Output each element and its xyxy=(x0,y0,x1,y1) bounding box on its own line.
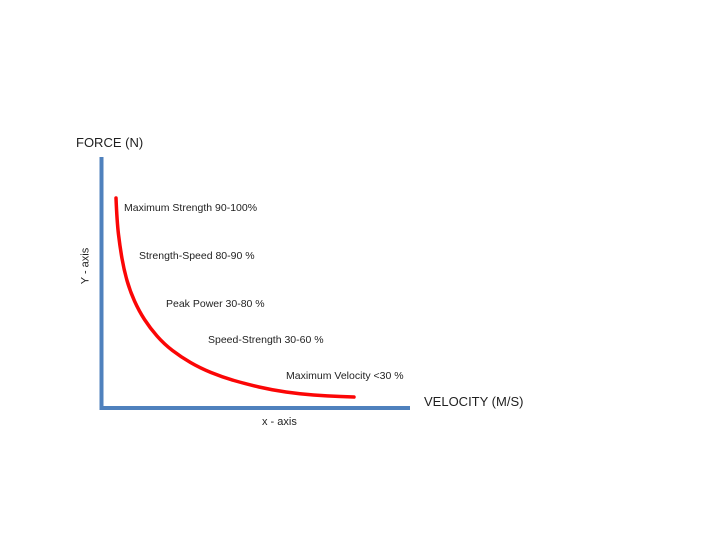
force-axis-label: FORCE (N) xyxy=(76,135,144,150)
x-axis-caption: x - axis xyxy=(262,416,297,428)
curve-annotation: Speed-Strength 30-60 % xyxy=(208,334,324,346)
velocity-axis-label: VELOCITY (M/S) xyxy=(424,394,524,409)
curve-annotation: Maximum Strength 90-100% xyxy=(124,202,258,214)
curve-annotation: Peak Power 30-80 % xyxy=(166,298,265,310)
y-axis-caption: Y - axis xyxy=(79,247,92,285)
curve-annotation: Maximum Velocity <30 % xyxy=(286,370,404,382)
force-velocity-curve-line xyxy=(114,196,356,399)
curve-annotation: Strength-Speed 80-90 % xyxy=(139,250,255,262)
